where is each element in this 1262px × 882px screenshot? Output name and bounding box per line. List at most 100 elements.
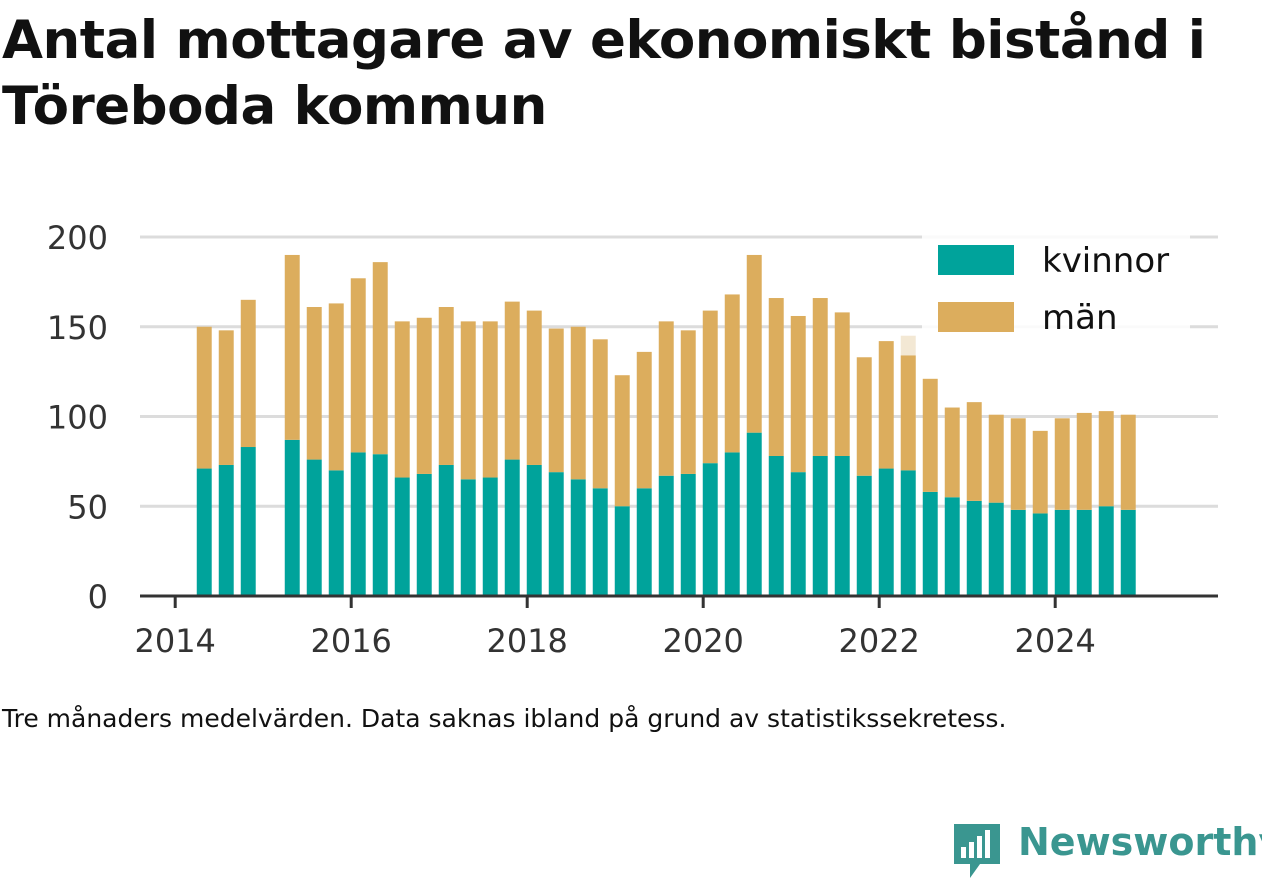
newsworthy-logo-icon [954,824,1000,878]
bar-kvinnor [284,439,300,596]
bar-kvinnor [900,470,916,596]
bar-man [658,321,674,476]
bar-kvinnor [1076,509,1092,596]
bar-kvinnor [680,473,696,596]
bar-man [438,307,454,465]
bar-man [592,339,608,489]
bar-kvinnor [636,488,652,596]
bar-man [548,328,564,473]
bar-man [900,355,916,471]
bar-kvinnor [306,459,322,596]
bar-man [394,321,410,478]
legend-label: kvinnor [1042,241,1169,281]
bar-kvinnor [702,463,718,596]
bar-kvinnor [724,452,740,596]
bar-kvinnor [196,468,212,596]
x-tick-label: 2016 [310,622,391,660]
bar-kvinnor [460,479,476,596]
bar-man [790,315,806,473]
bar-man [724,294,740,453]
bar-kvinnor [504,459,520,596]
bar-man [482,321,498,478]
bar-kvinnor [350,452,366,596]
x-tick-label: 2014 [134,622,215,660]
x-tick-label: 2020 [662,622,743,660]
bar-man [284,254,300,440]
bar-man [702,310,718,464]
bar-kvinnor [218,464,234,596]
bar-kvinnor [438,464,454,596]
bar-kvinnor [768,455,784,596]
bar-kvinnor [812,455,828,596]
axes: 0 50 100 150 200 2014 2016 2018 2020 2022 2024 [47,219,1218,660]
bar-man [306,307,322,460]
bar-man [614,375,630,507]
bar-kvinnor [1120,509,1136,596]
bar-kvinnor [570,479,586,596]
bar-man [680,330,696,474]
bar-man [636,351,652,489]
y-tick-label: 100 [47,399,108,437]
bar-kvinnor [966,500,982,596]
bar-man [350,278,366,453]
bar-man [746,254,762,433]
y-tick-label: 150 [47,309,108,347]
bar-man [240,299,256,448]
bar-kvinnor [988,502,1004,596]
bar-man [878,341,894,469]
bar-kvinnor [658,475,674,596]
y-tick-label: 50 [67,488,108,526]
bar-man [988,414,1004,503]
bar-man [196,326,212,469]
bar-man [460,321,476,480]
x-tick-label: 2024 [1014,622,1095,660]
bar-kvinnor [526,464,542,596]
bar-kvinnor [944,497,960,596]
legend-swatch [938,245,1014,275]
bar-man [372,262,388,455]
bar-kvinnor [790,472,806,596]
bar-man [1010,418,1026,510]
bar-kvinnor [240,447,256,596]
bar-kvinnor [856,475,872,596]
bar-man [768,298,784,456]
bar-kvinnor [1010,509,1026,596]
bar-man [922,378,938,492]
bar-man [1054,418,1070,510]
legend-label: män [1042,298,1118,338]
bar-man [416,317,432,474]
x-tick-label: 2022 [838,622,919,660]
bar-kvinnor [834,455,850,596]
bar-man [218,330,234,465]
bar-man [1098,411,1114,507]
bar-kvinnor [394,477,410,596]
x-tick-label: 2018 [486,622,567,660]
caption: Tre månaders medelvärden. Data saknas ib… [2,704,1007,733]
bars [196,254,1136,596]
bar-man [1120,414,1136,510]
bar-man [504,301,520,460]
bar-kvinnor [1032,513,1048,596]
bar-man [328,303,344,471]
stacked-bar-chart: 0 50 100 150 200 2014 2016 2018 2020 2022 2024 kvi… [47,219,1218,660]
bar-kvinnor [1098,506,1114,596]
bar-kvinnor [372,454,388,596]
bar-man [1076,412,1092,510]
bar-man [812,298,828,456]
bar-kvinnor [482,477,498,596]
chart-title: Antal mottagare av ekonomiskt bistånd i … [2,10,1206,137]
bar-kvinnor [1054,509,1070,596]
bar-kvinnor [878,468,894,596]
brand-name: Newsworthy [1018,820,1262,864]
bar-kvinnor [614,506,630,596]
bar-kvinnor [416,473,432,596]
bar-man [570,326,586,480]
bar-man [966,402,982,501]
y-tick-label: 200 [47,219,108,257]
bar-man [526,310,542,465]
legend-swatch [938,302,1014,332]
bar-kvinnor [592,488,608,596]
bar-kvinnor [328,470,344,596]
bar-kvinnor [922,491,938,596]
bar-man [1032,430,1048,514]
